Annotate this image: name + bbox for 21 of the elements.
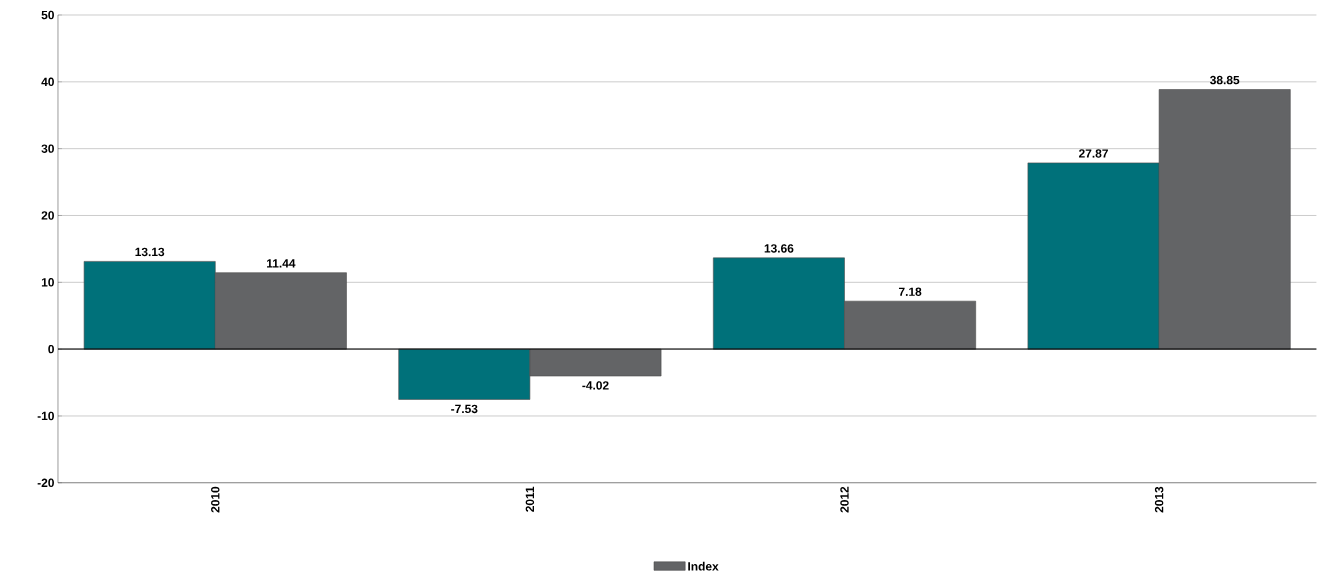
- x-tick-label: 2011: [525, 486, 535, 512]
- data-label: 38.85: [1210, 75, 1240, 85]
- data-label: 11.44: [267, 259, 296, 268]
- data-label: 27.87: [1078, 149, 1108, 158]
- data-label: 7.18: [898, 287, 922, 296]
- y-tick-label: 50: [41, 10, 54, 20]
- y-tick-label: -20: [37, 478, 54, 488]
- legend-label: Index: [688, 561, 719, 571]
- y-tick-label: 0: [48, 344, 54, 354]
- x-tick-label: 2010: [211, 486, 220, 513]
- y-tick-label: 30: [41, 144, 54, 153]
- data-label: 13.13: [135, 247, 165, 257]
- data-label: -7.53: [451, 404, 478, 414]
- y-tick-label: -10: [37, 411, 54, 421]
- data-label: 13.66: [764, 244, 794, 253]
- x-tick-label: 2013: [1154, 486, 1164, 513]
- data-label: -4.02: [582, 381, 609, 390]
- y-tick-label: 10: [41, 278, 54, 287]
- x-tick-label: 2012: [840, 486, 849, 513]
- y-tick-label: 40: [41, 77, 54, 87]
- y-tick-label: 20: [41, 211, 54, 220]
